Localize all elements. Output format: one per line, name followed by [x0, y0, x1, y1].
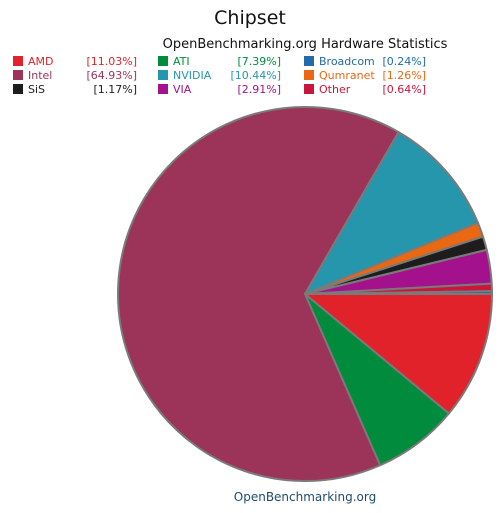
legend-swatch-ati [158, 56, 168, 66]
legend: AMD [11.03%] Intel [64.93%] SiS [1.17%] … [13, 55, 433, 99]
legend-swatch-broadcom [304, 56, 314, 66]
pie-slice-amd [304, 293, 493, 415]
legend-swatch-sis [13, 84, 23, 94]
legend-name-nvidia: NVIDIA [173, 69, 212, 82]
legend-value-amd: [11.03%] [86, 55, 137, 68]
legend-name-broadcom: Broadcom [319, 55, 375, 68]
legend-value-other: [0.64%] [382, 83, 426, 96]
legend-item-other: Other [0.64%] [304, 83, 429, 97]
legend-item-ati: ATI [7.39%] [158, 55, 288, 69]
legend-value-sis: [1.17%] [93, 83, 137, 96]
legend-swatch-qumranet [304, 70, 314, 80]
legend-swatch-via [158, 84, 168, 94]
legend-item-sis: SiS [1.17%] [13, 83, 143, 97]
legend-name-sis: SiS [28, 83, 46, 96]
legend-name-qumranet: Qumranet [319, 69, 375, 82]
legend-name-via: VIA [173, 83, 192, 96]
legend-swatch-other [304, 84, 314, 94]
legend-name-other: Other [319, 83, 351, 96]
legend-value-via: [2.91%] [237, 83, 281, 96]
legend-item-amd: AMD [11.03%] [13, 55, 143, 69]
legend-item-via: VIA [2.91%] [158, 83, 288, 97]
legend-item-broadcom: Broadcom [0.24%] [304, 55, 429, 69]
chart-subtitle: OpenBenchmarking.org Hardware Statistics [162, 37, 448, 52]
legend-swatch-nvidia [158, 70, 168, 80]
legend-value-ati: [7.39%] [237, 55, 281, 68]
legend-name-ati: ATI [173, 55, 190, 68]
legend-item-qumranet: Qumranet [1.26%] [304, 69, 429, 83]
legend-value-nvidia: [10.44%] [230, 69, 281, 82]
pie-slice-intel [117, 106, 400, 482]
legend-item-nvidia: NVIDIA [10.44%] [158, 69, 288, 83]
pie-slices [117, 106, 494, 482]
pie-slice-broadcom [304, 290, 494, 295]
legend-name-amd: AMD [28, 55, 54, 68]
chart-title: Chipset [214, 7, 286, 29]
legend-swatch-intel [13, 70, 23, 80]
legend-name-intel: Intel [28, 69, 53, 82]
legend-swatch-amd [13, 56, 23, 66]
legend-value-intel: [64.93%] [86, 69, 137, 82]
legend-value-qumranet: [1.26%] [382, 69, 426, 82]
legend-item-intel: Intel [64.93%] [13, 69, 143, 83]
legend-value-broadcom: [0.24%] [382, 55, 426, 68]
pie-slice-nvidia [304, 131, 479, 295]
chart-footer: OpenBenchmarking.org [233, 490, 377, 504]
